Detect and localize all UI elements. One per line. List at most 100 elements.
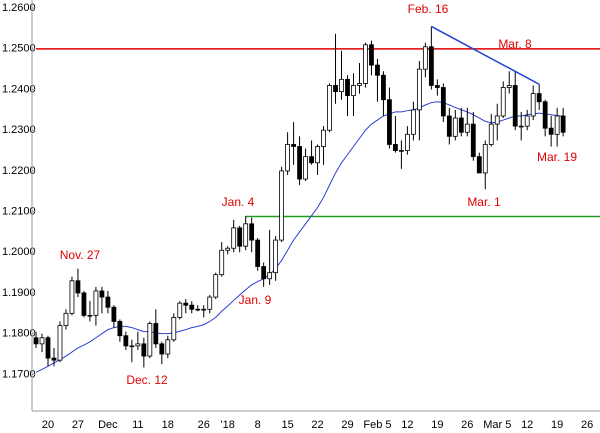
- candle-body: [554, 115, 560, 135]
- x-tick-label: Mar 5: [483, 419, 511, 431]
- candle-body: [512, 85, 518, 127]
- candle-body: [297, 146, 302, 180]
- candle-body: [93, 290, 99, 316]
- candle-body: [506, 85, 512, 88]
- candle-body: [105, 296, 111, 308]
- x-tick-label: 19: [431, 419, 443, 431]
- candle-body: [75, 280, 81, 294]
- candle-body: [422, 46, 428, 70]
- candle-body: [63, 312, 69, 326]
- candle-body: [255, 239, 261, 267]
- x-tick-label: 26: [581, 419, 593, 431]
- x-tick-label: Feb 5: [363, 419, 391, 431]
- y-tick-label: 1.1900: [2, 287, 36, 299]
- candle-body: [399, 150, 404, 152]
- candle-body: [285, 144, 291, 172]
- annotation: Mar. 19: [537, 150, 577, 164]
- x-tick-label: 8: [255, 419, 261, 431]
- x-tick-label: 12: [521, 419, 533, 431]
- candle-body: [249, 223, 255, 241]
- candle-body: [201, 308, 207, 311]
- moving-average: [35, 101, 564, 373]
- candle-body: [81, 292, 87, 316]
- candle-body: [123, 335, 129, 347]
- candle-body: [189, 304, 195, 310]
- candle-body: [51, 357, 57, 361]
- candle-body: [141, 343, 147, 357]
- candle-body: [225, 247, 231, 251]
- candle-body: [482, 144, 488, 174]
- candle-body: [446, 115, 452, 137]
- candle-body: [279, 170, 285, 241]
- x-tick-label: Dec: [98, 419, 118, 431]
- candle-body: [363, 44, 368, 84]
- candle-body: [500, 87, 506, 117]
- annotation: Nov. 27: [60, 248, 101, 262]
- x-tick-label: 27: [72, 419, 84, 431]
- candle-body: [303, 156, 308, 180]
- annotation: Dec. 12: [126, 373, 168, 387]
- candle-body: [404, 133, 410, 151]
- x-tick-label: 20: [42, 419, 54, 431]
- candle-body: [219, 249, 225, 276]
- candle-body: [416, 68, 422, 111]
- trendline: [431, 25, 540, 85]
- candle-body: [428, 46, 434, 86]
- y-tick-label: 1.2300: [2, 124, 36, 136]
- annotation: Jan. 4: [222, 195, 255, 209]
- candle-body: [87, 314, 93, 317]
- x-tick-label: 15: [281, 419, 293, 431]
- candle-body: [393, 144, 398, 151]
- candle-body: [135, 343, 141, 347]
- x-tick-label: 18: [162, 419, 174, 431]
- candle-body: [237, 227, 243, 247]
- candle-body: [147, 323, 153, 357]
- y-tick-label: 1.2500: [2, 43, 36, 55]
- candle-body: [99, 290, 105, 298]
- candle-body: [153, 323, 159, 345]
- candle-body: [333, 85, 338, 92]
- candle-body: [470, 123, 476, 158]
- x-tick-label: 29: [341, 419, 353, 431]
- candle-body: [213, 274, 219, 298]
- candle-body: [369, 44, 374, 66]
- y-tick-label: 1.2200: [2, 165, 36, 177]
- candle-body: [464, 123, 470, 133]
- y-tick-label: 1.2400: [2, 83, 36, 95]
- candle-body: [165, 339, 171, 355]
- candle-body: [291, 144, 296, 147]
- candle-body: [183, 302, 189, 306]
- candle-body: [45, 337, 51, 359]
- candle-body: [458, 117, 464, 133]
- candle-body: [548, 127, 554, 135]
- candle-body: [57, 325, 63, 361]
- candle-body: [524, 115, 530, 127]
- candle-body: [171, 317, 177, 341]
- candle-body: [560, 115, 566, 133]
- x-tick-label: 22: [311, 419, 323, 431]
- candle-body: [207, 296, 213, 310]
- candle-body: [177, 302, 183, 318]
- candle-body: [410, 109, 416, 135]
- y-tick-label: 1.2100: [2, 206, 36, 218]
- annotation: Feb. 16: [408, 2, 449, 16]
- candle-body: [351, 85, 356, 97]
- candle-body: [476, 156, 482, 174]
- candle-body: [488, 123, 494, 145]
- candle-body: [536, 93, 542, 103]
- candle-body: [111, 306, 117, 322]
- y-tick-label: 1.2000: [2, 246, 36, 258]
- candle-body: [231, 227, 237, 249]
- annotation: Mar. 8: [498, 37, 532, 51]
- candle-body: [542, 101, 548, 129]
- candle-body: [261, 266, 267, 280]
- candle-body: [375, 64, 380, 76]
- candle-body: [345, 78, 350, 97]
- x-tick-label: 11: [132, 419, 143, 431]
- candle-body: [315, 146, 320, 164]
- candle-body: [273, 239, 279, 274]
- candle-body: [117, 321, 123, 337]
- x-tick-label: 12: [401, 419, 413, 431]
- candle-body: [69, 280, 75, 314]
